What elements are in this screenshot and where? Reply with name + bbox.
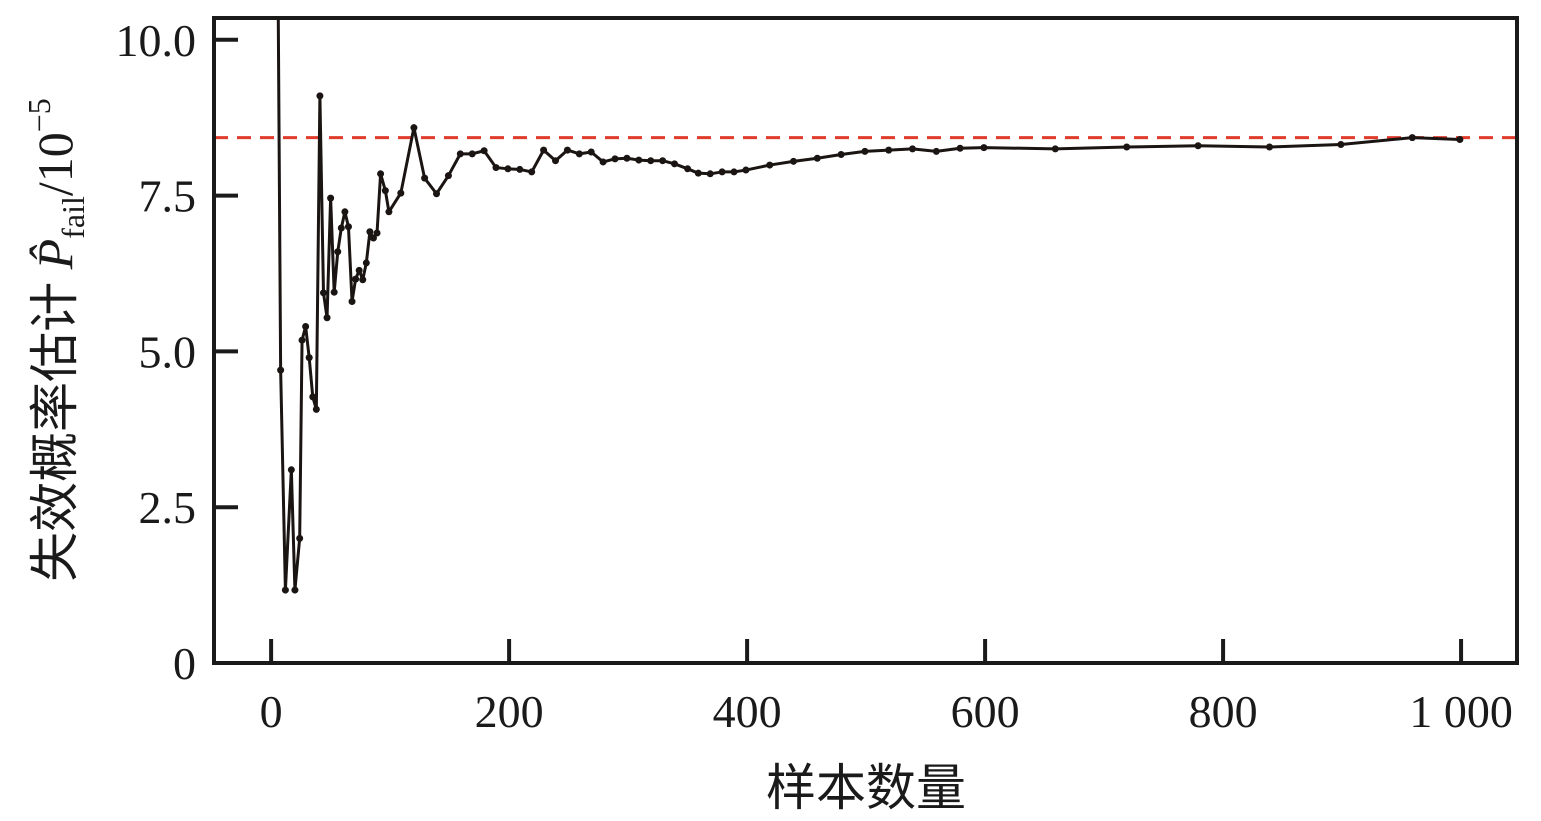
data-point — [684, 165, 692, 173]
x-tick-label: 200 — [475, 686, 544, 737]
x-tick-label: 1 000 — [1409, 686, 1513, 737]
data-point — [1123, 143, 1131, 151]
data-point — [296, 534, 304, 542]
data-point — [433, 190, 441, 198]
data-point — [718, 168, 726, 176]
y-tick-label: 5.0 — [139, 326, 197, 377]
data-point — [504, 165, 512, 173]
data-point — [492, 164, 500, 172]
data-point — [563, 146, 571, 154]
data-point — [330, 288, 338, 296]
data-point — [540, 146, 548, 154]
data-point — [587, 148, 595, 156]
data-point — [575, 150, 583, 158]
data-point — [362, 259, 370, 267]
x-tick-label: 600 — [951, 686, 1020, 737]
data-point — [1051, 145, 1059, 153]
data-point — [456, 150, 464, 158]
data-point — [480, 147, 488, 155]
data-point — [337, 224, 345, 232]
data-point — [790, 157, 798, 165]
data-point — [377, 170, 385, 178]
y-tick-label: 7.5 — [139, 171, 197, 222]
plot-frame — [212, 16, 1519, 665]
data-point — [381, 187, 389, 195]
data-point — [516, 165, 524, 173]
data-point — [327, 194, 335, 202]
x-tick-label: 800 — [1189, 686, 1258, 737]
data-point — [861, 147, 869, 155]
data-point — [352, 275, 360, 283]
data-point — [611, 155, 619, 163]
data-point — [932, 147, 940, 155]
y-axis-title: 失效概率估计 P̂fail/10−5 — [21, 98, 91, 582]
data-point — [623, 154, 631, 162]
x-tick-label: 0 — [260, 686, 283, 737]
data-point — [316, 92, 324, 100]
series-line — [276, 18, 1460, 592]
data-point — [694, 169, 702, 177]
data-point — [813, 154, 821, 162]
data-point — [291, 586, 299, 594]
data-point — [468, 150, 476, 158]
y-tick-label: 0 — [173, 638, 196, 689]
data-point — [635, 156, 643, 164]
data-point — [837, 150, 845, 158]
data-point — [298, 336, 306, 344]
data-point — [359, 276, 367, 284]
x-tick-label: 400 — [713, 686, 782, 737]
data-point — [334, 248, 342, 256]
data-point — [366, 228, 374, 236]
data-point — [323, 314, 331, 322]
data-point — [552, 157, 560, 165]
data-point — [647, 157, 655, 165]
data-point — [730, 168, 738, 176]
data-point — [305, 354, 313, 362]
data-point — [410, 124, 418, 132]
data-point — [302, 322, 310, 330]
data-point — [659, 157, 667, 165]
data-point — [599, 158, 607, 166]
data-point — [369, 234, 377, 242]
data-point — [885, 146, 893, 154]
data-point — [444, 172, 452, 180]
data-point — [956, 144, 964, 152]
data-point — [348, 298, 356, 306]
data-point — [980, 144, 988, 152]
data-point — [528, 168, 536, 176]
data-point — [1194, 142, 1202, 150]
data-point — [309, 393, 317, 401]
data-point — [277, 366, 285, 374]
y-tick-label: 10.0 — [116, 15, 197, 66]
data-point — [397, 189, 405, 197]
data-point — [766, 161, 774, 169]
data-point — [671, 160, 679, 168]
data-point — [1408, 134, 1416, 142]
data-point — [344, 223, 352, 231]
data-point — [1456, 136, 1464, 144]
data-point — [706, 170, 714, 178]
data-point — [421, 174, 429, 182]
data-point — [355, 266, 363, 274]
data-point — [341, 208, 349, 216]
x-axis-title: 样本数量 — [766, 760, 966, 816]
data-point — [319, 289, 327, 297]
data-point — [312, 405, 320, 413]
y-tick-label: 2.5 — [139, 482, 197, 533]
data-point — [281, 586, 289, 594]
data-point — [385, 208, 393, 216]
data-point — [1265, 143, 1273, 151]
data-point — [742, 166, 750, 174]
data-point — [287, 466, 295, 474]
data-point — [909, 145, 917, 153]
data-point — [373, 229, 381, 237]
data-point — [1337, 141, 1345, 149]
